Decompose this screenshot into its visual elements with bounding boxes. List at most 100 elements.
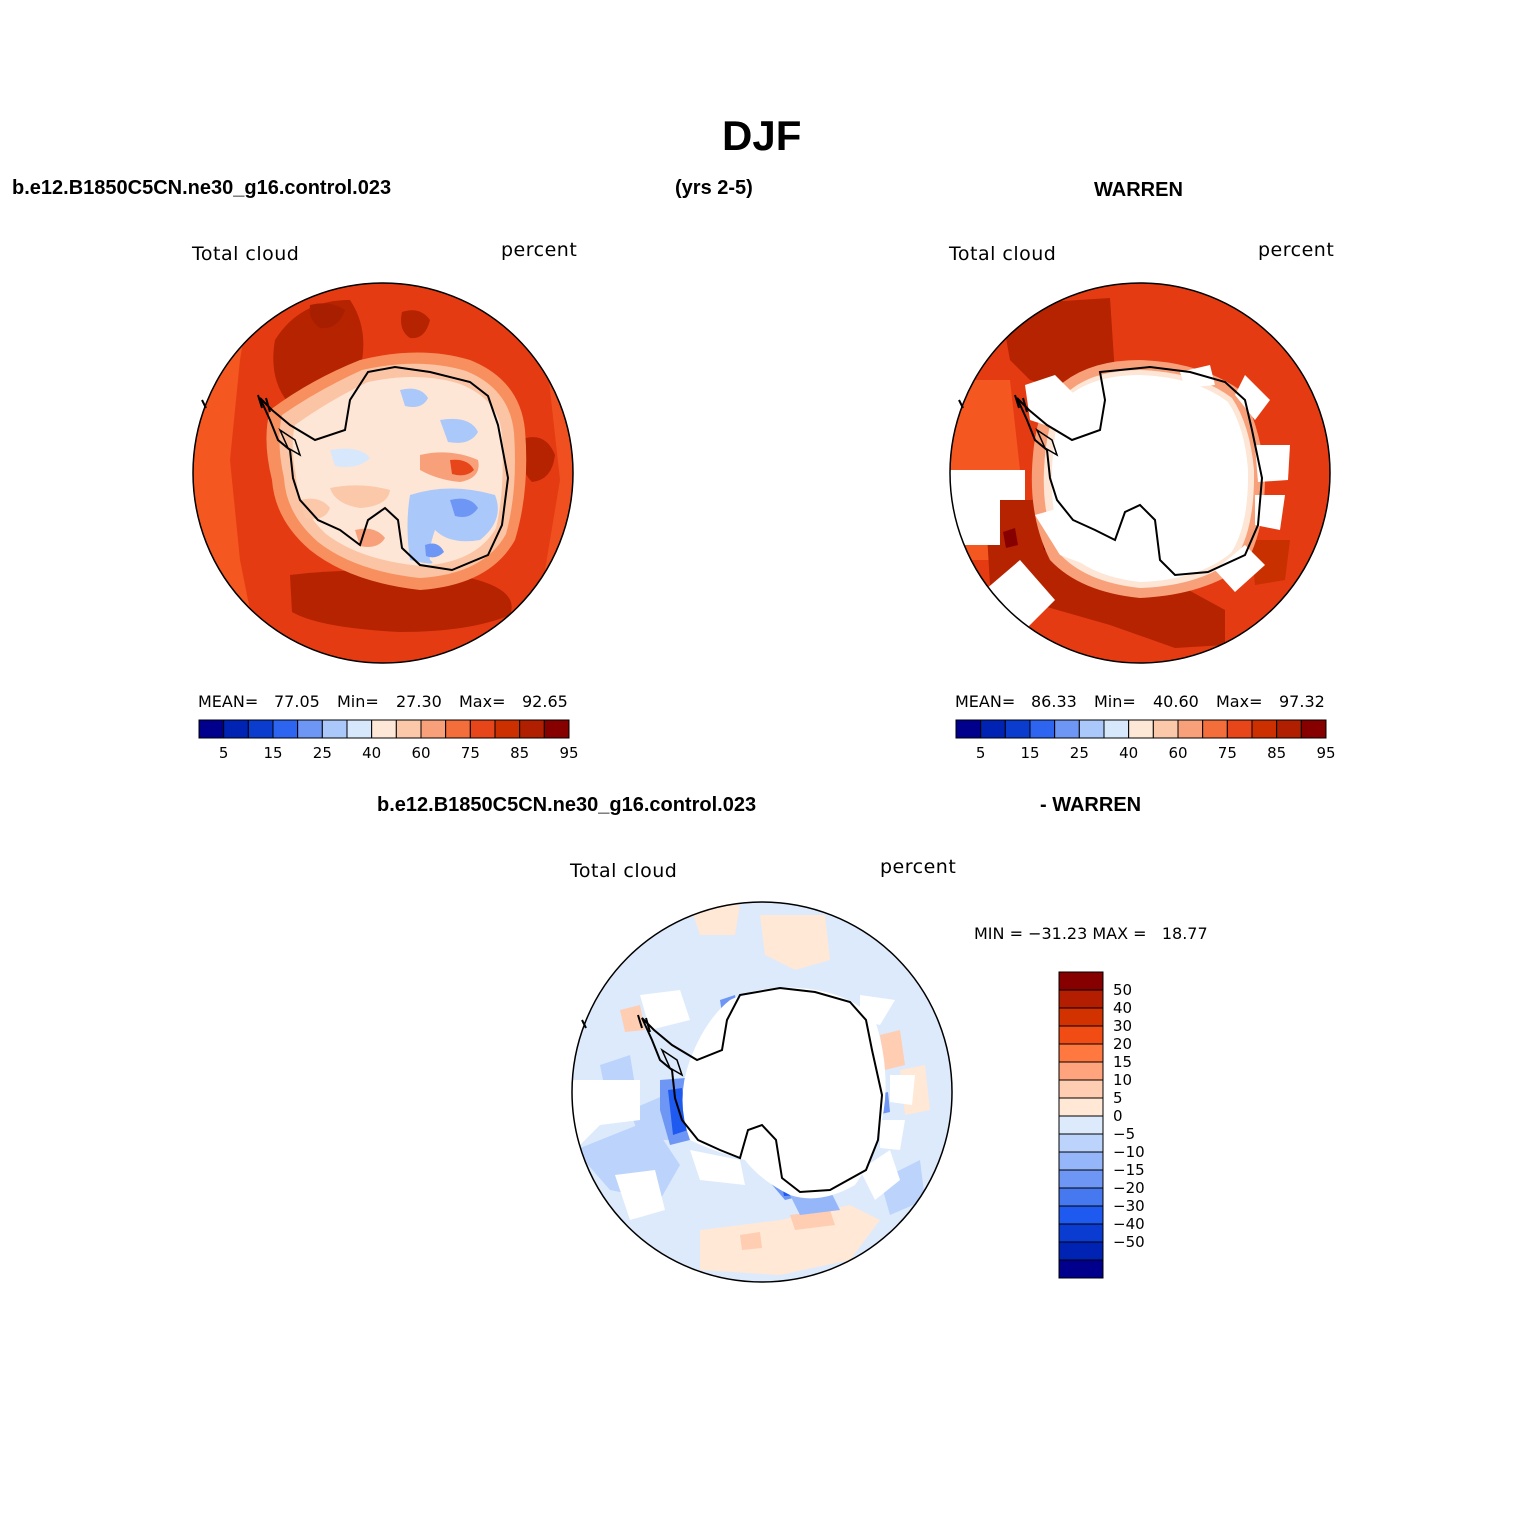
diff-case-label: b.e12.B1850C5CN.ne30_g16.control.023 [377, 794, 757, 816]
obs-colorbar-swatch [955, 719, 982, 739]
obs-colorbar-swatch [1103, 719, 1130, 739]
model-colorbar-swatch [543, 719, 570, 739]
diff-colorbar-swatch [1058, 1259, 1104, 1279]
model-antarctica-coast [259, 365, 510, 572]
diff-colorbar-swatch [1058, 1079, 1104, 1099]
diff-colorbar-tick-label: −10 [1113, 1143, 1145, 1161]
obs-mean-value: 86.33 [1031, 692, 1077, 711]
diff-units-label: percent [880, 856, 957, 878]
model-max-value: 92.65 [522, 692, 568, 711]
obs-colorbar-tick-label: 25 [1070, 744, 1089, 762]
obs-map [950, 283, 1330, 663]
obs-colorbar-swatch [1029, 719, 1056, 739]
diff-colorbar-swatch [1058, 1025, 1104, 1045]
diff-colorbar-swatch [1058, 1223, 1104, 1243]
diff-colorbar-tick-label: −30 [1113, 1197, 1145, 1215]
model-colorbar-tick-label: 15 [263, 744, 282, 762]
obs-colorbar-tick-label: 15 [1020, 744, 1039, 762]
obs-max-label: Max= [1216, 692, 1263, 711]
model-colorbar-swatch [445, 719, 471, 739]
obs-colorbar-swatch [1078, 719, 1105, 739]
model-colorbar-swatch [198, 719, 225, 739]
obs-colorbar-swatch [1054, 719, 1080, 739]
diff-colorbar-swatch [1058, 1115, 1104, 1135]
diff-colorbar-tick-label: −50 [1113, 1233, 1145, 1251]
diff-colorbar-tick-label: 10 [1113, 1071, 1132, 1089]
obs-colorbar-swatch [1152, 719, 1179, 739]
case-name-label: b.e12.B1850C5CN.ne30_g16.control.023 [12, 177, 392, 199]
diff-colorbar-tick-label: 15 [1113, 1053, 1132, 1071]
model-colorbar-swatch [247, 719, 274, 739]
model-var-label: Total cloud [192, 243, 300, 265]
model-colorbar-tick-label: 5 [219, 744, 229, 762]
model-colorbar-tick-label: 85 [510, 744, 529, 762]
obs-antarctica-coast [1016, 365, 1264, 577]
model-colorbar-swatch [223, 719, 249, 739]
obs-colorbar-swatch [1276, 719, 1302, 739]
obs-max-value: 97.32 [1279, 692, 1325, 711]
diff-colorbar-tick-label: 5 [1113, 1089, 1123, 1107]
diff-colorbar-swatch [1058, 1151, 1104, 1171]
obs-colorbar-swatch [1202, 719, 1228, 739]
obs-min-value: 40.60 [1153, 692, 1199, 711]
obs-colorbar-tick-label: 75 [1218, 744, 1237, 762]
obs-colorbar-tick-label: 95 [1316, 744, 1335, 762]
obs-colorbar-swatch [1128, 719, 1154, 739]
obs-var-label: Total cloud [949, 243, 1057, 265]
model-colorbar-tick-label: 60 [411, 744, 430, 762]
model-colorbar-tick-label: 40 [362, 744, 381, 762]
diff-colorbar-swatch [1058, 971, 1104, 991]
diff-colorbar-swatch [1058, 1205, 1104, 1225]
obs-min-label: Min= [1094, 692, 1136, 711]
model-mean-label: MEAN= [198, 692, 259, 711]
model-colorbar-swatch [346, 719, 373, 739]
diff-colorbar-tick-label: 40 [1113, 999, 1132, 1017]
diff-colorbar-swatch [1058, 1007, 1104, 1027]
diff-colorbar-tick-label: 20 [1113, 1035, 1132, 1053]
model-colorbar-swatch [519, 719, 545, 739]
model-units-label: percent [501, 239, 578, 261]
model-min-label: Min= [337, 692, 379, 711]
obs-colorbar-swatch [1004, 719, 1031, 739]
model-colorbar-tick-label: 95 [559, 744, 578, 762]
diff-antarctica-coast [641, 986, 884, 1194]
diff-colorbar-tick-label: 0 [1113, 1107, 1123, 1125]
diff-colorbar-tick-label: −40 [1113, 1215, 1145, 1233]
diff-colorbar-tick-label: 30 [1113, 1017, 1132, 1035]
diff-obs-label: - WARREN [1040, 794, 1142, 816]
diff-colorbar-tick-label: 50 [1113, 981, 1132, 999]
model-colorbar-swatch [469, 719, 496, 739]
diff-colorbar-swatch [1058, 1187, 1104, 1207]
obs-colorbar-tick-label: 5 [976, 744, 986, 762]
diff-colorbar-swatch [1058, 1043, 1104, 1063]
model-max-label: Max= [459, 692, 506, 711]
obs-colorbar: 5 15 25 40 60 75 85 95 [955, 719, 1336, 762]
diff-var-label: Total cloud [570, 860, 678, 882]
diff-minmax-text: MIN = −31.23 MAX = 18.77 [974, 924, 1208, 943]
model-min-value: 27.30 [396, 692, 442, 711]
obs-colorbar-swatch [980, 719, 1006, 739]
obs-name-label: WARREN [1094, 179, 1183, 201]
model-colorbar-swatch [420, 719, 447, 739]
obs-colorbar-swatch [1226, 719, 1253, 739]
model-colorbar-swatch [297, 719, 323, 739]
model-colorbar-tick-label: 75 [461, 744, 480, 762]
obs-colorbar-swatch [1251, 719, 1278, 739]
model-colorbar: 5 15 25 40 60 75 85 95 [198, 719, 579, 762]
model-colorbar-swatch [494, 719, 521, 739]
diff-colorbar-swatch [1058, 1097, 1104, 1117]
diff-colorbar-swatch [1058, 1133, 1104, 1153]
diff-colorbar-tick-label: −5 [1113, 1125, 1135, 1143]
model-colorbar-swatch [395, 719, 422, 739]
obs-colorbar-tick-label: 60 [1168, 744, 1187, 762]
diff-colorbar-swatch [1058, 1169, 1104, 1189]
model-colorbar-swatch [371, 719, 397, 739]
obs-colorbar-swatch [1300, 719, 1327, 739]
obs-colorbar-tick-label: 85 [1267, 744, 1286, 762]
model-colorbar-tick-label: 25 [313, 744, 332, 762]
years-label: (yrs 2-5) [675, 177, 753, 199]
model-map [193, 283, 573, 663]
obs-units-label: percent [1258, 239, 1335, 261]
obs-colorbar-tick-label: 40 [1119, 744, 1138, 762]
